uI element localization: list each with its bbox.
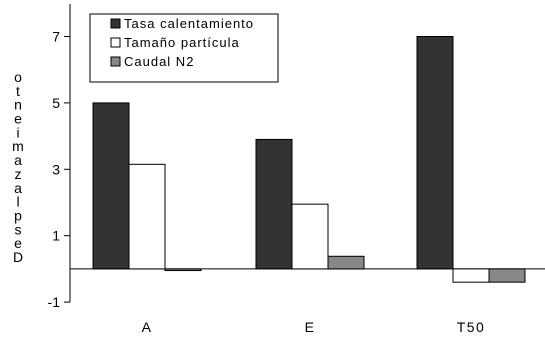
y-axis-label-char: o: [14, 69, 22, 85]
bar: [128, 163, 166, 270]
bar: [255, 138, 293, 270]
x-category-labels: A E T50: [142, 319, 486, 335]
bar: [488, 268, 526, 283]
y-axis-label-char: p: [14, 207, 22, 223]
y-axis-label-char: s: [15, 221, 22, 237]
bars: [92, 36, 526, 283]
y-tick-label: -1: [48, 294, 61, 310]
legend-label: Tamaño partícula: [124, 35, 240, 50]
y-axis-label-char: i: [16, 124, 19, 140]
y-axis-label-char: a: [14, 152, 22, 168]
y-tick-label: 7: [52, 29, 60, 45]
bar: [416, 36, 454, 270]
x-tick-label: A: [142, 319, 153, 335]
legend-label: Caudal N2: [124, 54, 194, 69]
y-axis-label-char: m: [12, 138, 24, 154]
bar: [92, 102, 130, 270]
y-axis-label-char: n: [14, 97, 22, 113]
y-tick-label: 5: [52, 95, 60, 111]
x-tick-label: E: [305, 319, 316, 335]
bar: [452, 268, 490, 283]
legend-swatch: [110, 18, 121, 29]
y-axis-label-char: a: [14, 180, 22, 196]
bar: [327, 255, 365, 270]
y-axis-label-char: e: [14, 111, 22, 127]
y-ticks: -1 1 3 5 7: [48, 29, 70, 310]
y-axis-label-char: e: [14, 235, 22, 251]
y-axis-label-char: z: [15, 166, 22, 182]
bar: [164, 268, 202, 272]
legend-swatch: [110, 37, 121, 48]
legend-box: [89, 13, 279, 83]
legend: Tasa calentamiento Tamaño partícula Caudal…: [89, 13, 279, 83]
y-axis-label-char: D: [13, 249, 23, 265]
y-tick-label: 1: [52, 228, 60, 244]
y-axis-label-char: t: [16, 83, 20, 99]
legend-swatch: [110, 56, 121, 67]
legend-label: Tasa calentamiento: [124, 16, 254, 31]
bar: [291, 203, 329, 270]
y-axis-label-char: l: [16, 194, 19, 210]
y-tick-label: 3: [52, 161, 60, 177]
x-tick-label: T50: [457, 319, 486, 335]
